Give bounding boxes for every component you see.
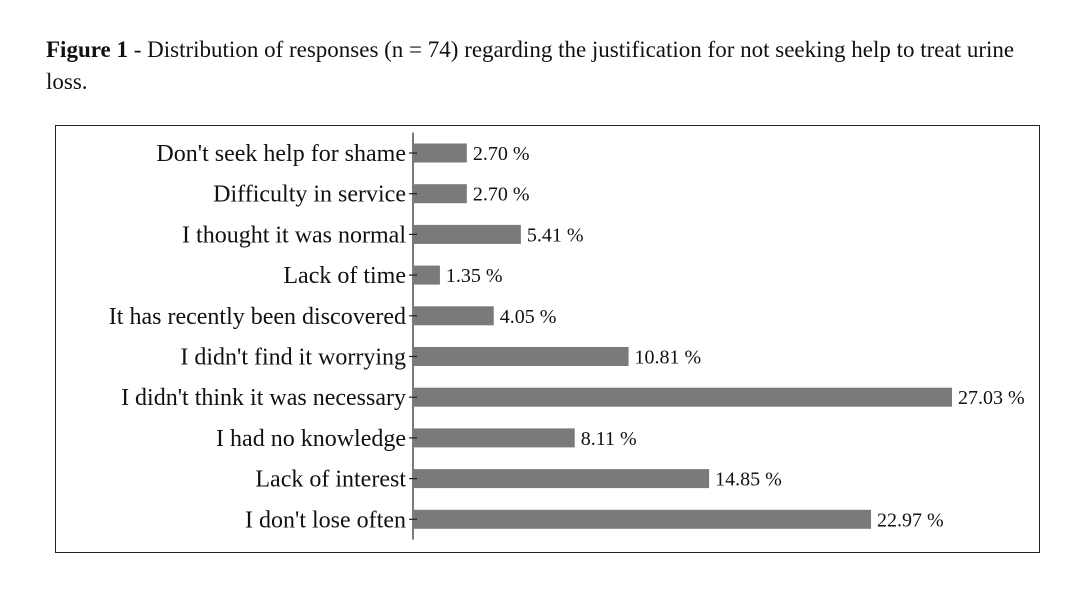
category-label: Don't seek help for shame <box>156 141 406 167</box>
figure-label: Figure 1 <box>46 37 128 62</box>
data-label: 1.35 % <box>446 265 503 287</box>
category-label: It has recently been discovered <box>109 304 406 330</box>
bar <box>413 184 467 204</box>
data-label: 10.81 % <box>635 347 702 369</box>
category-label: Lack of time <box>283 263 406 289</box>
data-label: 2.70 % <box>473 184 530 206</box>
figure-caption-text: - Distribution of responses (n = 74) reg… <box>46 37 1015 94</box>
category-label: I didn't find it worrying <box>180 345 406 371</box>
category-label: I had no knowledge <box>216 426 406 452</box>
bar <box>413 143 467 163</box>
bar <box>413 265 440 285</box>
bar <box>413 347 629 366</box>
data-label: 4.05 % <box>500 306 557 328</box>
data-label: 5.41 % <box>527 224 584 246</box>
bar <box>413 387 952 407</box>
category-label: Lack of interest <box>255 467 406 493</box>
data-label: 2.70 % <box>473 143 530 165</box>
bar <box>413 469 710 489</box>
category-label: I thought it was normal <box>182 222 406 248</box>
data-label: 14.85 % <box>715 469 782 491</box>
chart-frame <box>55 125 1040 553</box>
bar <box>413 509 872 529</box>
data-label: 8.11 % <box>581 428 637 450</box>
category-label: Difficulty in service <box>213 182 406 208</box>
category-label: I don't lose often <box>245 507 406 533</box>
data-label: 27.03 % <box>958 387 1025 409</box>
bar <box>413 428 575 448</box>
figure-caption: Figure 1 - Distribution of responses (n … <box>46 34 1046 98</box>
category-label: I didn't think it was necessary <box>121 385 406 411</box>
bar <box>413 224 521 244</box>
bar <box>413 306 494 326</box>
data-label: 22.97 % <box>877 509 944 531</box>
